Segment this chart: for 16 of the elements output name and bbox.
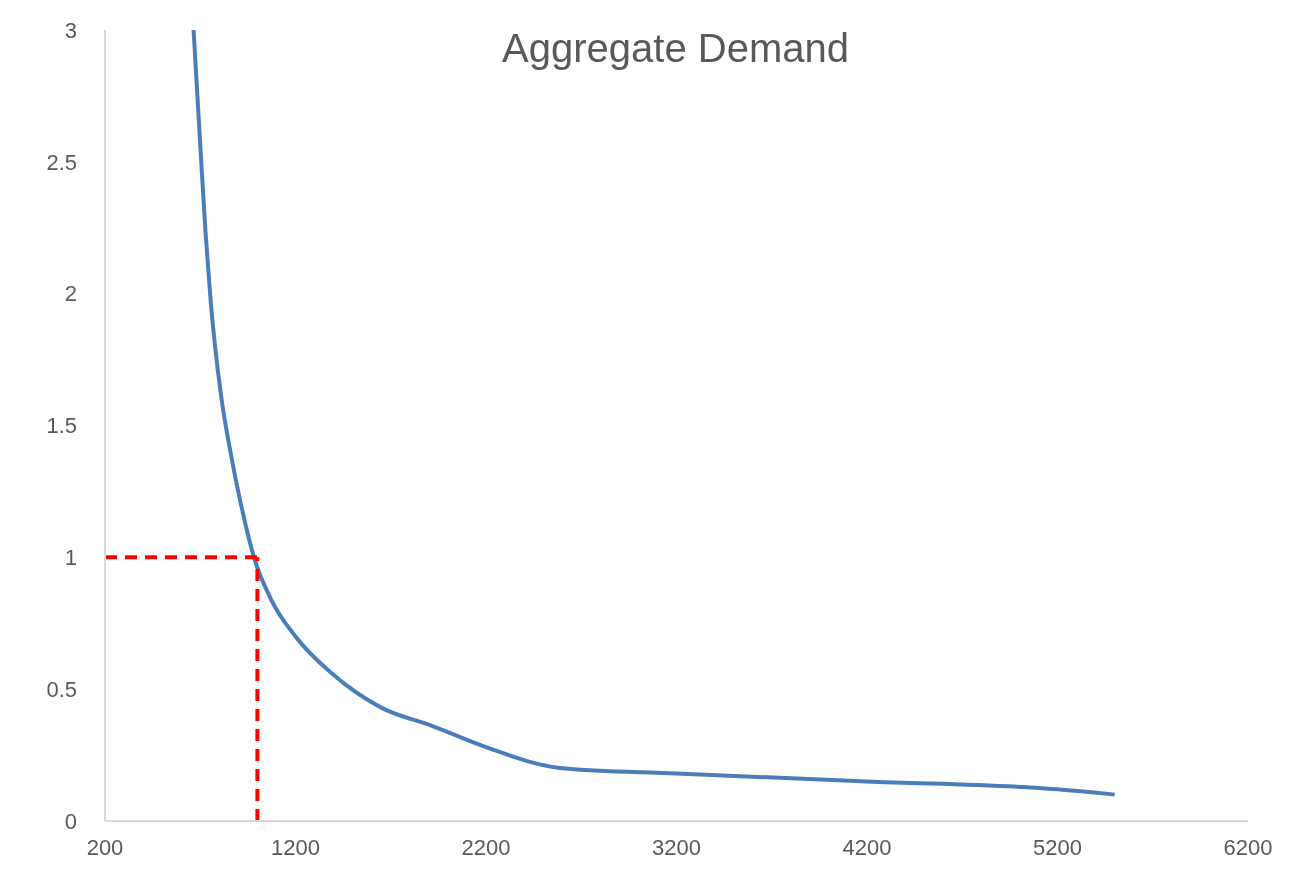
x-tick-label: 3200 — [652, 834, 701, 860]
x-tick-label: 200 — [86, 834, 124, 860]
y-tick-label: 2.5 — [46, 149, 77, 175]
y-tick-label: 0.5 — [46, 676, 77, 702]
x-tick-label: 1200 — [271, 834, 320, 860]
x-tick-label: 2200 — [461, 834, 511, 860]
y-tick-label: 3 — [64, 17, 77, 43]
chart-title: Aggregate Demand — [502, 26, 849, 70]
y-tick-label: 2 — [64, 281, 77, 307]
y-tick-label: 0 — [64, 808, 77, 834]
x-tick-label: 5200 — [1033, 834, 1082, 860]
x-tick-label: 4200 — [842, 834, 892, 860]
line-series — [191, 30, 1117, 797]
y-tick-label: 1.5 — [46, 413, 77, 439]
x-tick-label: 6200 — [1223, 834, 1273, 860]
y-tick-label: 1 — [64, 545, 77, 571]
